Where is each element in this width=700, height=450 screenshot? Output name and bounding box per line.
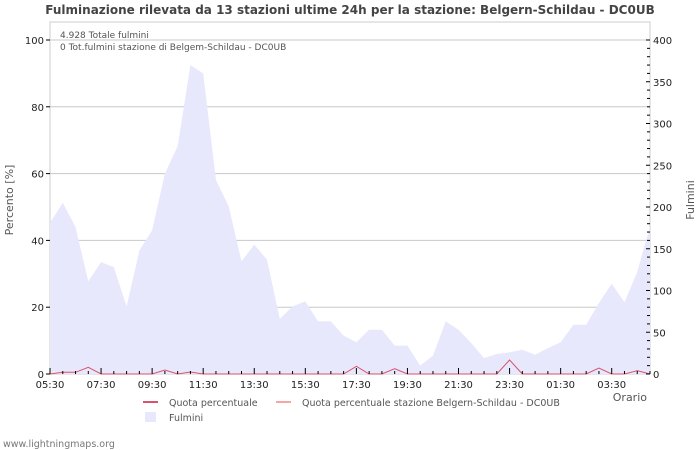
legend-swatch-quota xyxy=(143,401,158,403)
quota-percentuale-line xyxy=(49,359,651,375)
right-tick-label: 300 xyxy=(653,120,672,131)
legend-label-quota-station: Quota percentuale stazione Belgern-Schil… xyxy=(302,398,560,409)
x-axis: 05:30 07:30 09:30 11:30 13:30 15:30 17:30 19:30… xyxy=(36,368,651,391)
x-tick-label: 11:30 xyxy=(189,380,218,391)
x-tick-label: 17:30 xyxy=(342,380,371,391)
right-y-axis: 0 50 100 150 200 250 300 350 400 xyxy=(646,36,672,381)
station-strikes-note: 0 Tot.fulmini stazione di Belgem-Schilda… xyxy=(60,43,286,53)
x-tick-label: 21:30 xyxy=(444,380,473,391)
legend-swatch-fulmini xyxy=(145,412,156,422)
legend-label-fulmini: Fulmini xyxy=(169,413,203,424)
left-tick-label: 80 xyxy=(31,103,44,114)
x-tick-label: 23:30 xyxy=(495,380,524,391)
left-tick-label: 0 xyxy=(38,370,44,381)
x-tick-label: 13:30 xyxy=(240,380,269,391)
right-tick-label: 150 xyxy=(653,245,672,256)
legend-swatch-quota-station xyxy=(276,401,291,403)
left-y-axis: 0 20 40 60 80 100 xyxy=(25,36,50,381)
right-tick-label: 50 xyxy=(653,328,666,339)
left-tick-label: 100 xyxy=(25,36,44,47)
right-tick-label: 250 xyxy=(653,161,672,172)
right-tick-label: 100 xyxy=(653,287,672,298)
fulmini-area xyxy=(50,65,650,374)
x-tick-label: 05:30 xyxy=(36,380,65,391)
right-tick-label: 400 xyxy=(653,36,672,47)
x-axis-label: Orario xyxy=(613,391,648,404)
x-tick-label: 03:30 xyxy=(597,380,626,391)
x-tick-label: 07:30 xyxy=(87,380,116,391)
left-axis-label: Percento [%] xyxy=(3,165,16,236)
source-footer: www.lightningmaps.org xyxy=(3,439,115,450)
x-tick-label: 09:30 xyxy=(138,380,167,391)
chart-title: Fulminazione rilevata da 13 stazioni ult… xyxy=(45,3,654,17)
left-tick-label: 60 xyxy=(31,170,44,181)
left-tick-label: 40 xyxy=(31,236,44,247)
x-tick-label: 01:30 xyxy=(546,380,575,391)
x-tick-label: 15:30 xyxy=(291,380,320,391)
right-axis-label: Fulmini xyxy=(684,180,697,220)
right-tick-label: 0 xyxy=(653,370,659,381)
legend-label-quota: Quota percentuale xyxy=(169,398,258,409)
right-tick-label: 350 xyxy=(653,78,672,89)
right-tick-label: 200 xyxy=(653,203,672,214)
x-tick-label: 19:30 xyxy=(393,380,422,391)
total-strikes-note: 4.928 Totale fulmini xyxy=(60,31,149,41)
legend: Quota percentuale Quota percentuale staz… xyxy=(143,398,560,424)
left-tick-label: 20 xyxy=(31,303,44,314)
